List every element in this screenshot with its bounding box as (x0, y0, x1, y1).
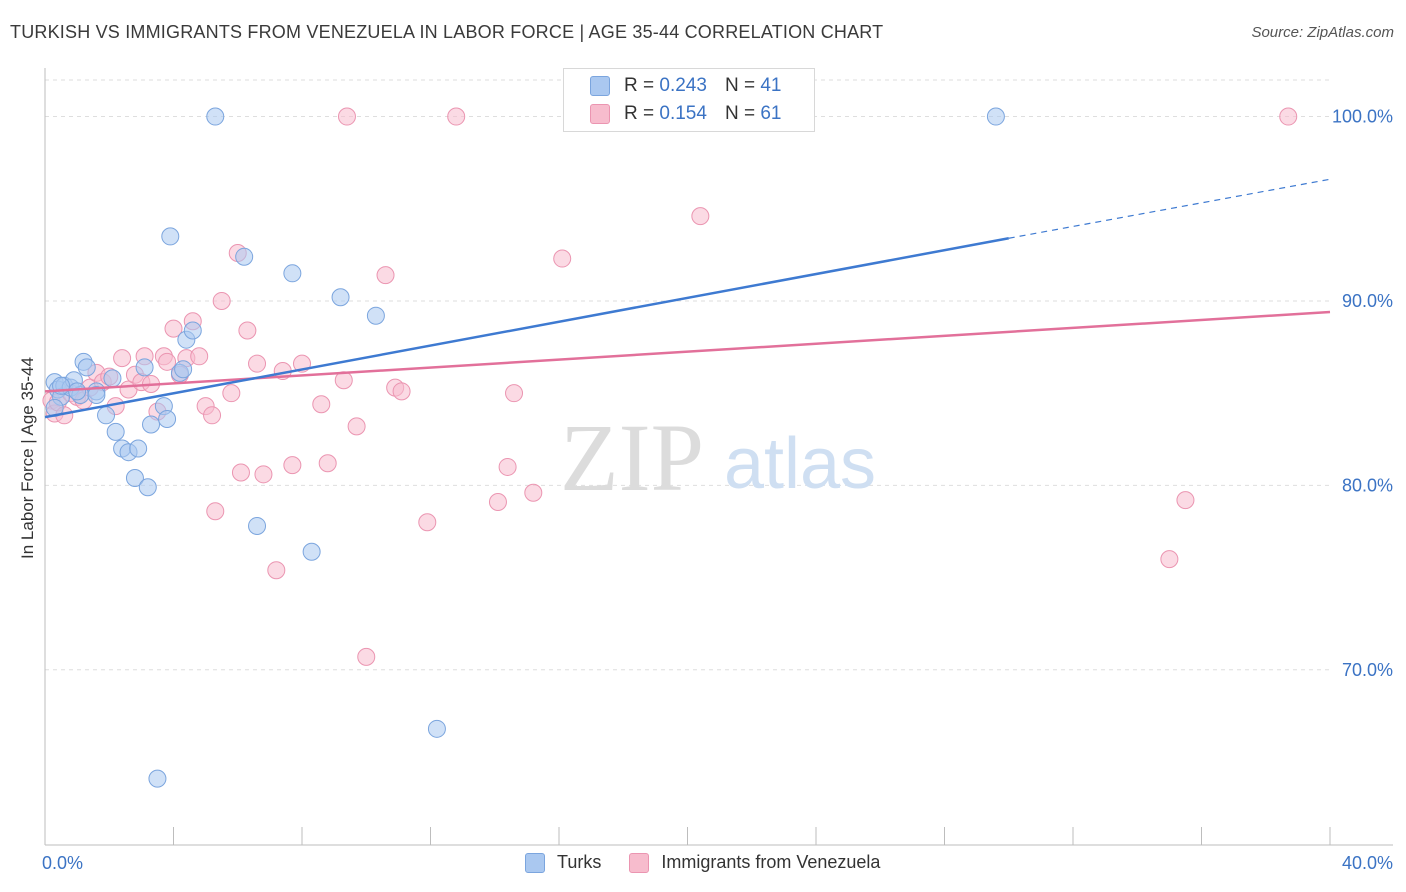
legend-swatch-venezuela (629, 852, 650, 873)
data-point-venezuela (337, 107, 356, 126)
y-tick-label: 100.0% (1332, 107, 1393, 127)
data-point-turks (125, 469, 144, 488)
legend-n-value-turks: 41 (760, 75, 782, 96)
data-point-turks (158, 409, 177, 428)
data-point-turks (206, 107, 225, 126)
data-point-venezuela (357, 647, 376, 666)
legend-r-label: R = (624, 103, 655, 124)
data-point-turks (148, 769, 167, 788)
chart-title: TURKISH VS IMMIGRANTS FROM VENEZUELA IN … (10, 22, 884, 42)
x-tick-label-min: 0.0% (42, 853, 83, 873)
data-point-turks (97, 406, 116, 425)
legend-n-value-venezuela: 61 (760, 103, 782, 124)
data-point-venezuela (283, 456, 302, 475)
data-point-turks (142, 415, 161, 434)
legend-row-venezuela: R = 0.154 N = 61 (590, 102, 781, 126)
watermark-zip: ZIP (560, 404, 704, 511)
legend-item-turks: Turks (525, 852, 601, 873)
data-point-turks (183, 321, 202, 340)
trend-line-turks (44, 237, 1009, 419)
legend-swatch-turks (525, 852, 545, 873)
trend-lines (44, 178, 1331, 419)
data-point-turks (331, 288, 350, 307)
data-point-venezuela (254, 465, 273, 484)
data-point-venezuela (1160, 550, 1179, 569)
data-point-venezuela (212, 291, 231, 310)
correlation-legend: R = 0.243 N = 41 R = 0.154 N = 61 (563, 68, 815, 132)
y-axis-label: In Labor Force | Age 35-44 (18, 357, 37, 559)
series-legend: Turks Immigrants from Venezuela (525, 852, 908, 873)
data-point-turks (106, 422, 125, 441)
data-point-venezuela (524, 483, 543, 502)
data-point-turks (248, 516, 267, 535)
data-point-turks (302, 542, 321, 561)
x-tick-label-max: 40.0% (1342, 853, 1393, 873)
data-point-venezuela (447, 107, 466, 126)
data-point-venezuela (498, 457, 517, 476)
data-point-turks (235, 247, 254, 266)
tick-labels: 70.0% 80.0% 90.0% 100.0% 0.0% 40.0% (42, 107, 1393, 873)
data-point-turks (103, 369, 122, 388)
data-point-turks (427, 719, 446, 738)
data-point-venezuela (691, 207, 710, 226)
grid-lines (45, 79, 1330, 671)
data-point-turks (135, 358, 154, 377)
data-point-venezuela (206, 502, 225, 521)
data-point-turks (366, 306, 385, 325)
legend-swatch-venezuela (590, 104, 610, 124)
data-point-venezuela (158, 352, 177, 371)
data-point-venezuela (312, 395, 331, 414)
data-point-venezuela (1279, 107, 1298, 126)
data-point-venezuela (318, 454, 337, 473)
data-point-venezuela (347, 417, 366, 436)
legend-r-value-venezuela: 0.154 (659, 103, 707, 124)
data-point-turks (138, 478, 157, 497)
legend-n-label: N = (724, 103, 756, 124)
data-point-venezuela (238, 321, 257, 340)
trend-line-venezuela (44, 310, 1331, 393)
data-point-venezuela (222, 384, 241, 403)
data-point-venezuela (267, 561, 286, 580)
data-point-venezuela (376, 266, 395, 285)
legend-n-label: N = (724, 75, 756, 96)
data-point-turks (174, 360, 193, 379)
axes (44, 68, 1393, 846)
data-point-turks (87, 386, 106, 405)
data-point-venezuela (488, 492, 507, 511)
data-point-venezuela (190, 347, 209, 366)
data-point-turks (986, 107, 1005, 126)
data-points (42, 107, 1298, 788)
legend-label-venezuela: Immigrants from Venezuela (661, 852, 881, 872)
legend-item-venezuela: Immigrants from Venezuela (629, 852, 880, 873)
data-point-venezuela (113, 349, 132, 368)
watermark-atlas: atlas (724, 424, 876, 504)
y-tick-label: 80.0% (1342, 475, 1393, 495)
legend-row-turks: R = 0.243 N = 41 (590, 74, 781, 98)
trend-line-turks-projection (1008, 178, 1331, 239)
data-point-turks (129, 439, 148, 458)
data-point-venezuela (418, 513, 437, 532)
y-tick-label: 90.0% (1342, 291, 1393, 311)
y-tick-label: 70.0% (1342, 660, 1393, 680)
legend-label-turks: Turks (557, 852, 602, 872)
data-point-turks (68, 382, 87, 401)
data-point-venezuela (553, 249, 572, 268)
data-point-turks (161, 227, 180, 246)
legend-r-value-turks: 0.243 (659, 75, 707, 96)
data-point-venezuela (248, 354, 267, 373)
data-point-turks (283, 264, 302, 283)
legend-swatch-turks (590, 76, 610, 96)
data-point-venezuela (164, 319, 183, 338)
data-point-venezuela (231, 463, 250, 482)
data-point-venezuela (505, 384, 524, 403)
data-point-turks (77, 358, 96, 377)
data-point-venezuela (392, 382, 411, 401)
chart-source: Source: ZipAtlas.com (1251, 24, 1394, 41)
data-point-venezuela (1176, 491, 1195, 510)
legend-r-label: R = (624, 75, 655, 96)
data-point-venezuela (203, 406, 222, 425)
watermark: ZIP atlas (560, 404, 876, 511)
